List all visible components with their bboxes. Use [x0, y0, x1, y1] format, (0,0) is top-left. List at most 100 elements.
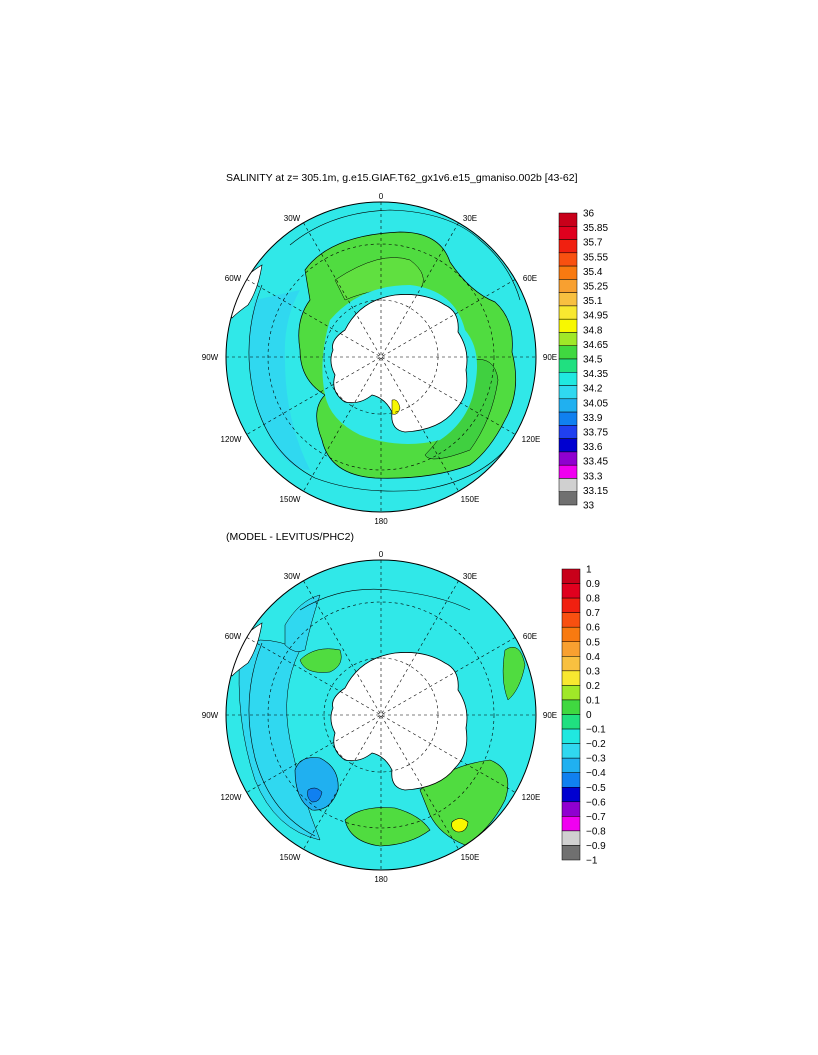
- colorbar-tick-label: 0.8: [586, 594, 600, 605]
- colorbar-tick-label: −0.2: [586, 739, 606, 750]
- lon-label-30w: 30W: [284, 572, 301, 581]
- graticule: [226, 202, 536, 512]
- lon-label-90e: 90E: [543, 353, 557, 362]
- colorbar-tick-label: 34.05: [583, 398, 608, 409]
- colorbar-tick-label: 34.5: [583, 355, 603, 366]
- colorbar-tick-label: 33: [583, 501, 595, 512]
- map-border: [225, 201, 537, 513]
- colorbar-tick-label: 35.1: [583, 296, 603, 307]
- colorbar-tick-label: 34.95: [583, 311, 608, 322]
- lon-label-120e: 120E: [522, 435, 541, 444]
- colorbar-tick-label: 33.9: [583, 413, 603, 424]
- lon-label-60w: 60W: [225, 632, 242, 641]
- colorbar-swatch: [561, 568, 581, 584]
- dark-blue-anomaly: [307, 787, 323, 803]
- colorbar-swatch: [561, 699, 581, 715]
- lon-label-120e: 120E: [522, 793, 541, 802]
- colorbar-tick-label: 34.8: [583, 325, 603, 336]
- colorbar-tick-label: 33.3: [583, 471, 603, 482]
- yellow-anomaly-spot: [451, 818, 469, 833]
- colorbar-tick-label: −0.6: [586, 797, 606, 808]
- colorbar-swatch: [561, 597, 581, 613]
- colorbar-swatch: [561, 626, 581, 643]
- colorbar-tick-label: 34.65: [583, 340, 608, 351]
- colorbar-tick-label: 0.1: [586, 695, 600, 706]
- colorbar-tick-label: 35.7: [583, 238, 603, 249]
- colorbar-tick-label: 34.35: [583, 369, 608, 380]
- colorbar-tick-label: −0.8: [586, 826, 606, 837]
- colorbar-tick-label: 0.4: [586, 652, 600, 663]
- colorbar-swatch: [561, 728, 581, 744]
- colorbar-swatch: [558, 372, 578, 386]
- colorbar-swatch: [561, 641, 581, 657]
- colorbar-tick-label: 34.2: [583, 384, 603, 395]
- colorbar-tick-label: 35.4: [583, 267, 603, 278]
- colorbar-swatch: [558, 385, 578, 400]
- colorbar-tick-label: −0.3: [586, 754, 606, 765]
- lon-label-120w: 120W: [221, 793, 242, 802]
- colorbar-tick-label: 33.75: [583, 428, 608, 439]
- colorbar-swatch: [558, 332, 578, 346]
- contour-line: [289, 209, 521, 301]
- colorbar-tick-label: 35.55: [583, 252, 608, 263]
- colorbar-tick-label: 0.3: [586, 666, 600, 677]
- difference-colorbar: 1 0.9 0.8 0.7 0.6 0.5 0.4 0.3 0.2 0.1 0 −0.1 −0.2 −0.…: [561, 565, 606, 867]
- colorbar-tick-label: −0.7: [586, 812, 606, 823]
- lon-label-60e: 60E: [523, 274, 537, 283]
- colorbar-swatch: [558, 491, 578, 506]
- lon-label-90w: 90W: [202, 711, 219, 720]
- colorbar-swatch: [561, 685, 581, 701]
- colorbar-swatch: [558, 212, 578, 227]
- yellow-patch: [391, 399, 401, 415]
- difference-map-title: (MODEL - LEVITUS/PHC2): [226, 531, 354, 543]
- colorbar-tick-label: −0.5: [586, 783, 606, 794]
- colorbar-tick-label: 35.25: [583, 282, 608, 293]
- contour-line: [248, 284, 506, 492]
- lon-label-30w: 30W: [284, 214, 301, 223]
- colorbar-tick-label: −1: [586, 856, 598, 867]
- colorbar-tick-label: 0.7: [586, 608, 600, 619]
- colorbar-tick-label: 1: [586, 565, 592, 576]
- colorbar-swatch: [558, 252, 578, 267]
- salinity-map-title: SALINITY at z= 305.1m, g.e15.GIAF.T62_gx…: [226, 172, 578, 184]
- lon-label-90w: 90W: [202, 353, 219, 362]
- colorbar-tick-label: 0.6: [586, 623, 600, 634]
- colorbar-swatch: [558, 265, 578, 280]
- colorbar-tick-label: 0.9: [586, 579, 600, 590]
- salinity-colorbar: 36 35.85 35.7 35.55 35.4 35.25 35.1 34.95 34.8 34…: [558, 209, 608, 512]
- colorbar-tick-label: 33.15: [583, 486, 608, 497]
- colorbar-swatch: [561, 772, 581, 788]
- colorbar-swatch: [561, 787, 581, 803]
- lon-label-30e: 30E: [463, 572, 477, 581]
- colorbar-swatch: [561, 830, 581, 846]
- colorbar-tick-label: 0: [586, 710, 592, 721]
- colorbar-swatch: [561, 714, 581, 730]
- difference-polar-map: 0 30E 60E 90E 120E 150E 180 150W 120W 90…: [202, 550, 557, 884]
- lon-label-60e: 60E: [523, 632, 537, 641]
- map-border: [225, 559, 537, 871]
- contour-line: [299, 588, 471, 611]
- positive-anomaly-region: [502, 646, 526, 701]
- colorbar-swatch: [558, 425, 578, 439]
- colorbar-swatch: [561, 757, 581, 773]
- lon-label-0: 0: [379, 550, 384, 559]
- lon-label-30e: 30E: [463, 214, 477, 223]
- graticule: [226, 560, 536, 870]
- colorbar-swatch: [561, 816, 581, 832]
- colorbar-tick-label: −0.1: [586, 725, 606, 736]
- colorbar-tick-label: 0.5: [586, 637, 600, 648]
- positive-anomaly-region: [344, 807, 431, 847]
- colorbar-swatch: [558, 398, 578, 413]
- colorbar-swatch: [561, 801, 581, 817]
- lon-label-180: 180: [374, 517, 388, 526]
- colorbar-swatch: [558, 411, 578, 426]
- colorbar-tick-label: 35.85: [583, 223, 608, 234]
- colorbar-swatch: [558, 358, 578, 373]
- positive-anomaly-region: [419, 759, 509, 846]
- positive-anomaly-region: [299, 648, 342, 673]
- colorbar-swatch: [558, 438, 578, 453]
- colorbar-swatch: [558, 279, 578, 293]
- colorbar-tick-label: 33.6: [583, 442, 603, 453]
- colorbar-swatch: [561, 743, 581, 759]
- colorbar-swatch: [558, 318, 578, 333]
